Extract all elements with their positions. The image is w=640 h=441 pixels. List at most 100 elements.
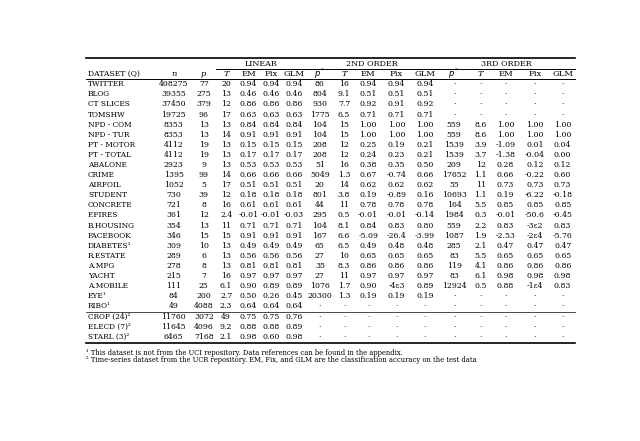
- Text: 0.73: 0.73: [526, 181, 543, 189]
- Text: T: T: [223, 70, 229, 78]
- Text: ·: ·: [453, 323, 456, 331]
- Text: 0.97: 0.97: [240, 272, 257, 280]
- Text: 0.66: 0.66: [285, 171, 303, 179]
- Text: 27: 27: [315, 272, 324, 280]
- Text: 0.60: 0.60: [262, 333, 280, 341]
- Text: ·: ·: [424, 313, 426, 321]
- Text: 96: 96: [199, 111, 209, 119]
- Text: 9.1: 9.1: [338, 90, 350, 98]
- Text: 1.9: 1.9: [474, 232, 487, 239]
- Text: 0.48: 0.48: [388, 242, 405, 250]
- Text: Fix: Fix: [264, 70, 278, 78]
- Text: 104: 104: [312, 221, 327, 230]
- Text: 0.71: 0.71: [285, 221, 303, 230]
- Text: NPD - COM: NPD - COM: [88, 121, 132, 129]
- Text: Fix: Fix: [390, 70, 403, 78]
- Text: 4112: 4112: [164, 151, 184, 159]
- Text: 0.89: 0.89: [285, 282, 303, 290]
- Text: 13: 13: [221, 242, 231, 250]
- Text: ·: ·: [561, 323, 564, 331]
- Text: 0.56: 0.56: [285, 252, 303, 260]
- Text: PT - TOTAL: PT - TOTAL: [88, 151, 131, 159]
- Text: 111: 111: [166, 282, 181, 290]
- Text: DIABETES¹: DIABETES¹: [88, 242, 131, 250]
- Text: 1.00: 1.00: [497, 121, 514, 129]
- Text: 1.3: 1.3: [338, 292, 350, 300]
- Text: 19725: 19725: [161, 111, 186, 119]
- Text: -50.6: -50.6: [525, 212, 545, 220]
- Text: -0.14: -0.14: [415, 212, 435, 220]
- Text: 0.61: 0.61: [262, 202, 280, 209]
- Text: 1.7: 1.7: [338, 282, 350, 290]
- Text: 408275: 408275: [159, 80, 188, 88]
- Text: 0.81: 0.81: [285, 262, 303, 270]
- Text: 0.15: 0.15: [240, 141, 257, 149]
- Text: 0.83: 0.83: [497, 221, 514, 230]
- Text: 0.91: 0.91: [262, 232, 280, 239]
- Text: 104: 104: [312, 121, 327, 129]
- Text: 11: 11: [221, 221, 231, 230]
- Text: 4.1: 4.1: [474, 262, 487, 270]
- Text: p: p: [201, 70, 207, 78]
- Text: $p^*$: $p^*$: [314, 67, 326, 81]
- Text: 0.19: 0.19: [388, 141, 405, 149]
- Text: FACEBOOK: FACEBOOK: [88, 232, 132, 239]
- Text: 6465: 6465: [164, 333, 184, 341]
- Text: 11: 11: [339, 202, 349, 209]
- Text: F.FIRES: F.FIRES: [88, 212, 118, 220]
- Text: 289: 289: [166, 252, 181, 260]
- Text: 19: 19: [199, 141, 209, 149]
- Text: ·: ·: [479, 101, 482, 108]
- Text: 13: 13: [199, 221, 209, 230]
- Text: EM: EM: [498, 70, 513, 78]
- Text: 0.01: 0.01: [526, 141, 544, 149]
- Text: 2.1: 2.1: [220, 333, 232, 341]
- Text: TWITTER: TWITTER: [88, 80, 125, 88]
- Text: 0.21: 0.21: [416, 151, 433, 159]
- Text: 0.18: 0.18: [285, 191, 303, 199]
- Text: 0.83: 0.83: [554, 221, 572, 230]
- Text: 801: 801: [312, 191, 327, 199]
- Text: 119: 119: [447, 262, 461, 270]
- Text: AIRFOIL: AIRFOIL: [88, 181, 121, 189]
- Text: 13: 13: [199, 121, 209, 129]
- Text: 20: 20: [315, 181, 325, 189]
- Text: 0.71: 0.71: [416, 111, 433, 119]
- Text: 6.1: 6.1: [220, 282, 232, 290]
- Text: 0.92: 0.92: [360, 101, 377, 108]
- Text: 39355: 39355: [161, 90, 186, 98]
- Text: 16: 16: [339, 161, 349, 169]
- Text: ·: ·: [561, 303, 564, 310]
- Text: 0.86: 0.86: [360, 262, 377, 270]
- Text: 2.3: 2.3: [220, 303, 232, 310]
- Text: DATASET (Q): DATASET (Q): [88, 70, 140, 78]
- Text: 164: 164: [447, 202, 461, 209]
- Text: 10693: 10693: [442, 191, 467, 199]
- Text: 8.6: 8.6: [475, 131, 487, 139]
- Text: 0.16: 0.16: [416, 191, 433, 199]
- Text: 10: 10: [199, 242, 209, 250]
- Text: LINEAR: LINEAR: [244, 60, 277, 67]
- Text: 1.00: 1.00: [360, 121, 377, 129]
- Text: 0.81: 0.81: [240, 262, 257, 270]
- Text: 0.51: 0.51: [388, 90, 405, 98]
- Text: 0.91: 0.91: [388, 101, 405, 108]
- Text: 12: 12: [476, 161, 486, 169]
- Text: 15: 15: [339, 131, 349, 139]
- Text: -0.04: -0.04: [525, 151, 545, 159]
- Text: 25: 25: [199, 282, 209, 290]
- Text: 13: 13: [199, 131, 209, 139]
- Text: ·: ·: [319, 333, 321, 341]
- Text: GLM: GLM: [552, 70, 573, 78]
- Text: ·: ·: [396, 303, 397, 310]
- Text: 10: 10: [339, 252, 349, 260]
- Text: ·: ·: [479, 313, 482, 321]
- Text: 104: 104: [312, 131, 327, 139]
- Text: 13: 13: [221, 151, 231, 159]
- Text: 559: 559: [447, 121, 461, 129]
- Text: 0.71: 0.71: [262, 221, 280, 230]
- Text: ·: ·: [504, 80, 507, 88]
- Text: 0.47: 0.47: [554, 242, 572, 250]
- Text: T: T: [341, 70, 347, 78]
- Text: 0.65: 0.65: [554, 252, 572, 260]
